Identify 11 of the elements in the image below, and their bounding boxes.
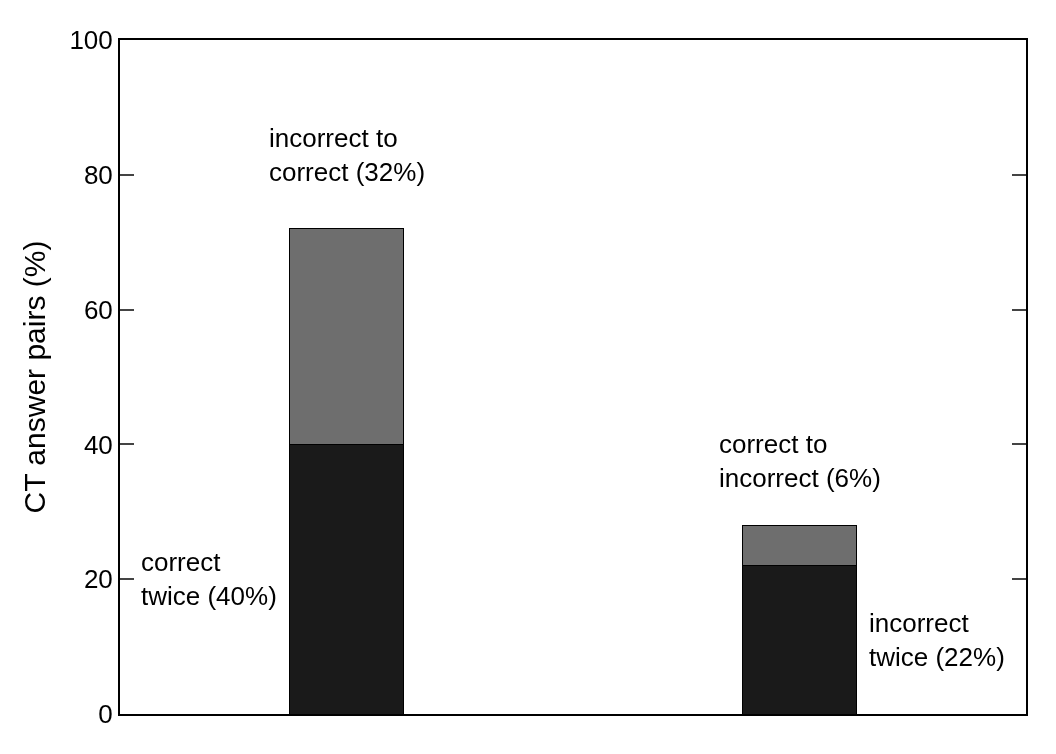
y-tick-label: 0 <box>98 699 113 730</box>
y-tick-label: 20 <box>83 564 113 595</box>
y-tick-label: 100 <box>69 25 113 56</box>
annotation: incorrect twice (22%) <box>869 608 1005 672</box>
y-tick-label: 60 <box>83 294 113 325</box>
y-axis-title: CT answer pairs (%) <box>17 240 51 514</box>
y-tick-label: 40 <box>83 429 113 460</box>
annotation: correct twice (40%) <box>141 547 277 611</box>
y-tick-label: 80 <box>83 159 113 190</box>
annotation: incorrect to correct (32%) <box>269 123 426 187</box>
annotation: correct to incorrect (6%) <box>719 429 881 493</box>
